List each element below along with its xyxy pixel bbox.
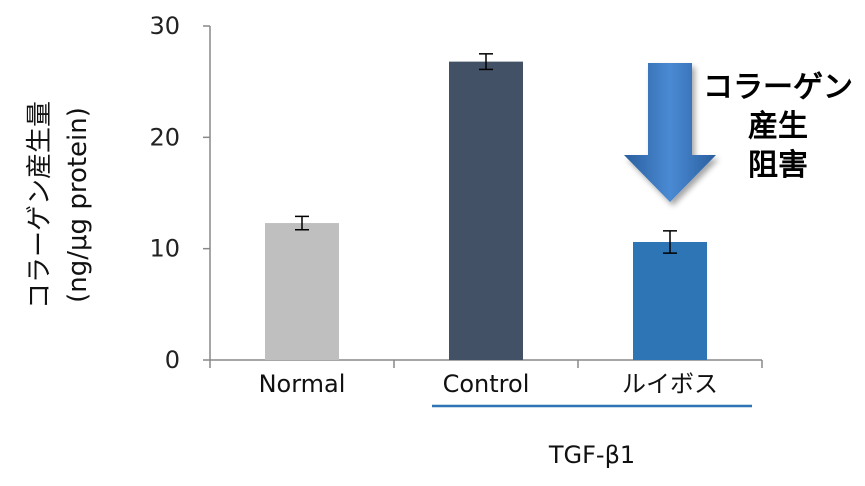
annotation-line-2: 産生 <box>748 109 808 144</box>
error-bar <box>663 230 677 254</box>
error-bar <box>479 53 493 71</box>
y-tick-label: 10 <box>149 235 180 263</box>
down-arrow-icon <box>624 63 716 202</box>
annotation-line-3: 阻害 <box>748 148 808 183</box>
bar <box>265 223 339 360</box>
y-tick-label: 0 <box>165 346 180 374</box>
bar <box>449 61 523 360</box>
y-axis-unit-label: (ng/μg protein) <box>63 107 93 303</box>
category-label: ルイボス <box>622 370 718 398</box>
y-tick-label: 20 <box>149 123 180 151</box>
group-label: TGF-β1 <box>548 441 635 469</box>
category-label: Normal <box>259 370 346 398</box>
y-axis-label: コラーゲン産生量 <box>25 101 55 309</box>
y-tick-label: 30 <box>149 12 180 40</box>
annotation-line-1: コラーゲン <box>703 70 853 105</box>
bar <box>633 241 707 360</box>
category-label: Control <box>443 370 530 398</box>
error-bar <box>295 215 309 231</box>
